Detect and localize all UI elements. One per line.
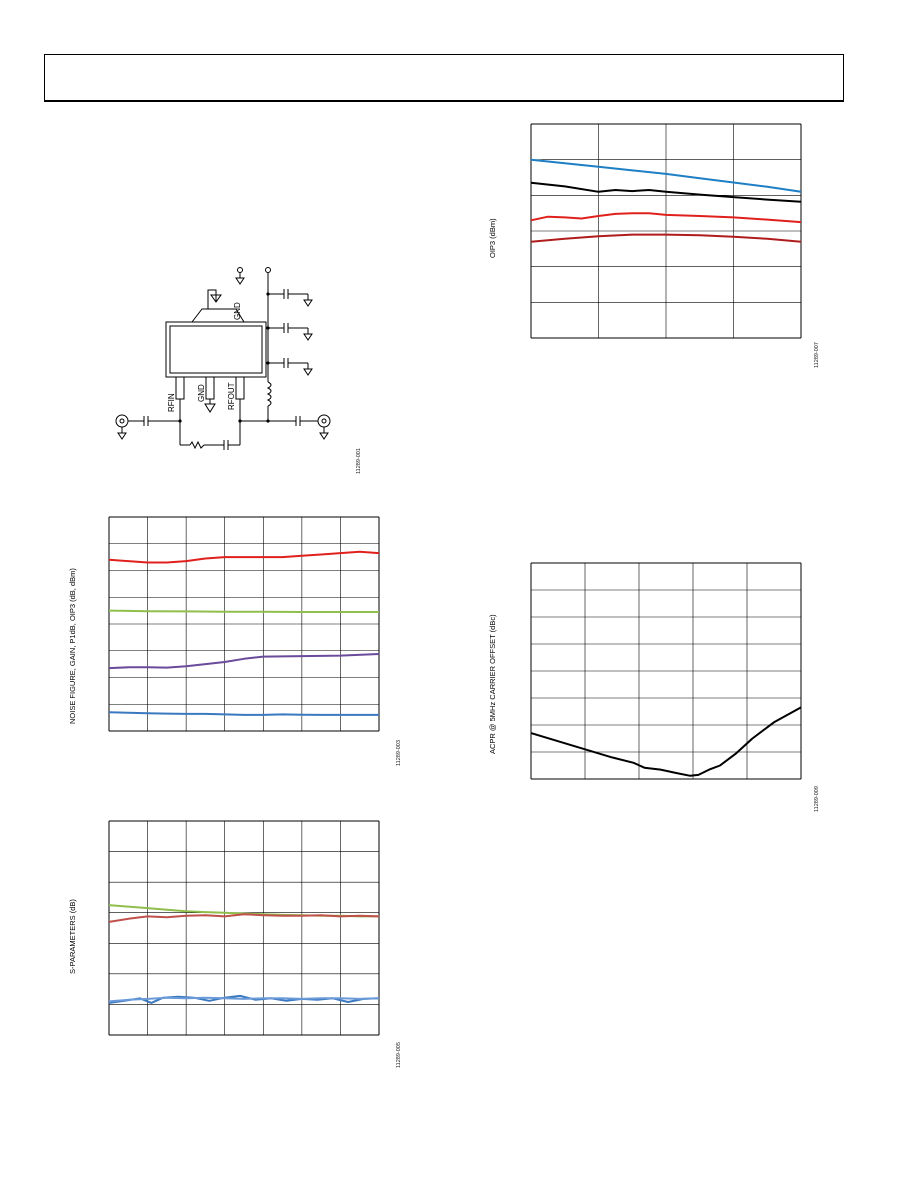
series-line-2 (530, 181, 802, 203)
pin-label-gnd: GND (197, 384, 206, 402)
series-line-1 (108, 550, 380, 564)
series-line-3 (530, 212, 802, 224)
oip3-figure-id: 11289-007 (814, 342, 820, 368)
oip3-ylabel: OIP3 (dBm) (488, 218, 497, 258)
acpr-ylabel: ACPR @ 5MHz CARRIER OFFSET (dBc) (488, 614, 497, 754)
package-outline (165, 321, 267, 378)
page-header-box (44, 54, 844, 102)
acpr-chart (530, 562, 802, 780)
series-line-4 (530, 233, 802, 243)
sparams-ylabel: S-PARAMETERS (dB) (68, 899, 77, 974)
application-circuit-schematic: GND RFIN GND RFOUT (115, 267, 331, 450)
series-line-2 (108, 609, 379, 613)
series-line-4 (108, 996, 380, 1003)
series-line-1 (530, 706, 802, 777)
nf-gain-figure-id: 11289-003 (396, 740, 402, 766)
acpr-figure-id: 11289-009 (814, 786, 820, 812)
series-line-4 (108, 711, 379, 716)
schematic-figure-id: 11289-001 (356, 448, 362, 474)
series-line-1 (530, 158, 802, 193)
pin-label-rfout: RFOUT (227, 382, 236, 410)
series-line-3 (108, 653, 380, 670)
oip3-chart (530, 123, 802, 339)
nf-gain-chart (108, 516, 380, 732)
pin-label-rfin: RFIN (167, 393, 176, 412)
sparams-figure-id: 11289-005 (396, 1042, 402, 1068)
pin-label-gnd-top: GND (233, 302, 242, 320)
nf-gain-ylabel: NOISE FIGURE, GAIN, P1dB, OIP3 (dB, dBm) (68, 568, 77, 724)
series-line-2 (108, 913, 380, 923)
sparams-chart (108, 820, 380, 1036)
